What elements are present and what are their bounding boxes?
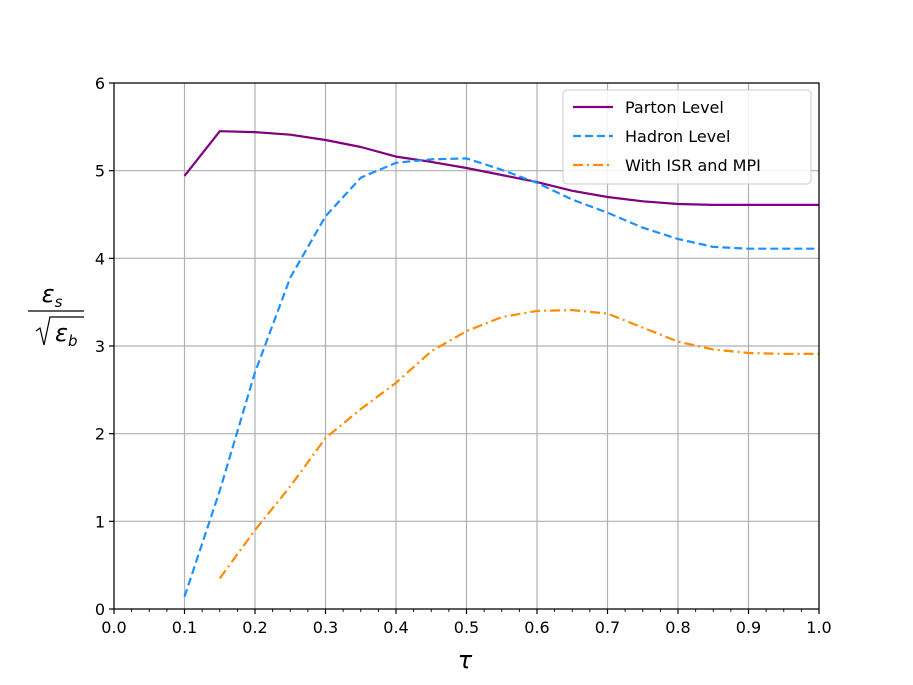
series-line-3 [218, 309, 819, 579]
series-line-2 [183, 157, 819, 598]
y-label-numerator-symbol: ε [42, 280, 55, 308]
y-tick-label: 5 [95, 162, 105, 181]
legend-label: With ISR and MPI [625, 156, 761, 175]
y-tick-label: 4 [95, 249, 105, 268]
x-tick-label: 0.3 [313, 618, 338, 637]
y-label-sqrt-sign [35, 316, 84, 346]
x-axis-label: τ [458, 646, 473, 674]
series-lines [183, 130, 819, 598]
y-tick-label: 3 [95, 337, 105, 356]
x-tick-label: 0.6 [524, 618, 549, 637]
x-tick-label: 0.5 [454, 618, 479, 637]
y-label-denominator-sub: b [68, 332, 78, 350]
y-axis-label: εs εb [28, 280, 84, 350]
x-tick-label: 0.1 [172, 618, 197, 637]
legend-label: Hadron Level [625, 127, 730, 146]
legend: Parton Level Hadron Level With ISR and MPI [562, 89, 812, 185]
x-tick-label: 0.0 [101, 618, 126, 637]
y-tick-label: 0 [95, 600, 105, 619]
x-tick-label: 0.9 [736, 618, 761, 637]
legend-box [562, 89, 812, 185]
y-label-denominator: εb [55, 319, 78, 350]
x-tick-label: 0.4 [383, 618, 408, 637]
y-tick-label: 1 [95, 512, 105, 531]
legend-label: Parton Level [625, 98, 724, 117]
x-tick-label: 1.0 [806, 618, 831, 637]
y-label-denominator-symbol: ε [55, 319, 68, 347]
x-tick-label: 0.8 [665, 618, 690, 637]
y-tick-label: 6 [95, 74, 105, 93]
y-tick-label: 2 [95, 425, 105, 444]
x-tick-label: 0.7 [595, 618, 620, 637]
y-label-numerator-sub: s [55, 293, 63, 311]
axis-ticks: 0.0 0.1 0.2 0.3 0.4 0.5 0.6 0.7 0.8 0.9 1.0 0 1 2 3 4 5 6 [95, 74, 832, 637]
series-line-1 [183, 130, 819, 206]
x-tick-label: 0.2 [242, 618, 267, 637]
y-label-numerator: εs [42, 280, 63, 311]
